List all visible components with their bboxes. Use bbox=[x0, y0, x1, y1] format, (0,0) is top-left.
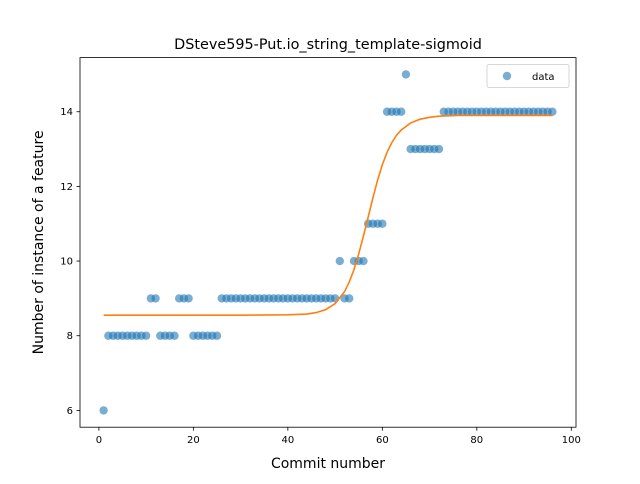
sigmoid-fit-line bbox=[103, 114, 553, 316]
chart-title: DSteve595-Put.io_string_template-sigmoid bbox=[174, 37, 482, 53]
x-axis-label: Commit number bbox=[271, 456, 385, 472]
data-point bbox=[548, 107, 557, 116]
y-tick-label: 10 bbox=[60, 257, 73, 268]
legend-box bbox=[486, 64, 570, 88]
x-tick-label: 20 bbox=[187, 435, 200, 446]
legend: data bbox=[486, 64, 570, 88]
x-axis: 0 20 40 60 80 100 bbox=[96, 427, 581, 446]
data-point bbox=[330, 294, 340, 303]
data-point bbox=[99, 406, 108, 415]
data-point bbox=[397, 107, 406, 116]
data-point bbox=[170, 331, 179, 340]
x-tick-label: 60 bbox=[376, 435, 389, 446]
y-axis: 6 8 10 12 14 bbox=[60, 107, 80, 417]
data-point bbox=[151, 294, 160, 303]
plot-area bbox=[99, 70, 557, 415]
data-point bbox=[359, 256, 368, 266]
data-point bbox=[212, 331, 222, 340]
y-tick-label: 6 bbox=[67, 406, 73, 417]
x-tick-label: 40 bbox=[281, 435, 294, 446]
data-point bbox=[184, 294, 193, 303]
x-tick-label: 0 bbox=[96, 435, 102, 446]
x-tick-label: 80 bbox=[470, 435, 483, 446]
legend-label: data bbox=[532, 72, 555, 83]
data-point bbox=[434, 144, 444, 154]
y-tick-label: 8 bbox=[67, 331, 73, 342]
y-tick-label: 12 bbox=[60, 182, 73, 193]
x-tick-label: 100 bbox=[562, 435, 581, 446]
plot-frame bbox=[79, 57, 577, 428]
data-point bbox=[345, 294, 354, 303]
y-axis-label: Number of instance of a feature bbox=[31, 130, 47, 354]
data-point bbox=[378, 219, 387, 228]
legend-marker bbox=[502, 71, 512, 81]
data-point bbox=[335, 256, 345, 266]
data-point bbox=[401, 70, 411, 79]
y-tick-label: 14 bbox=[60, 107, 73, 118]
data-point bbox=[141, 331, 151, 340]
